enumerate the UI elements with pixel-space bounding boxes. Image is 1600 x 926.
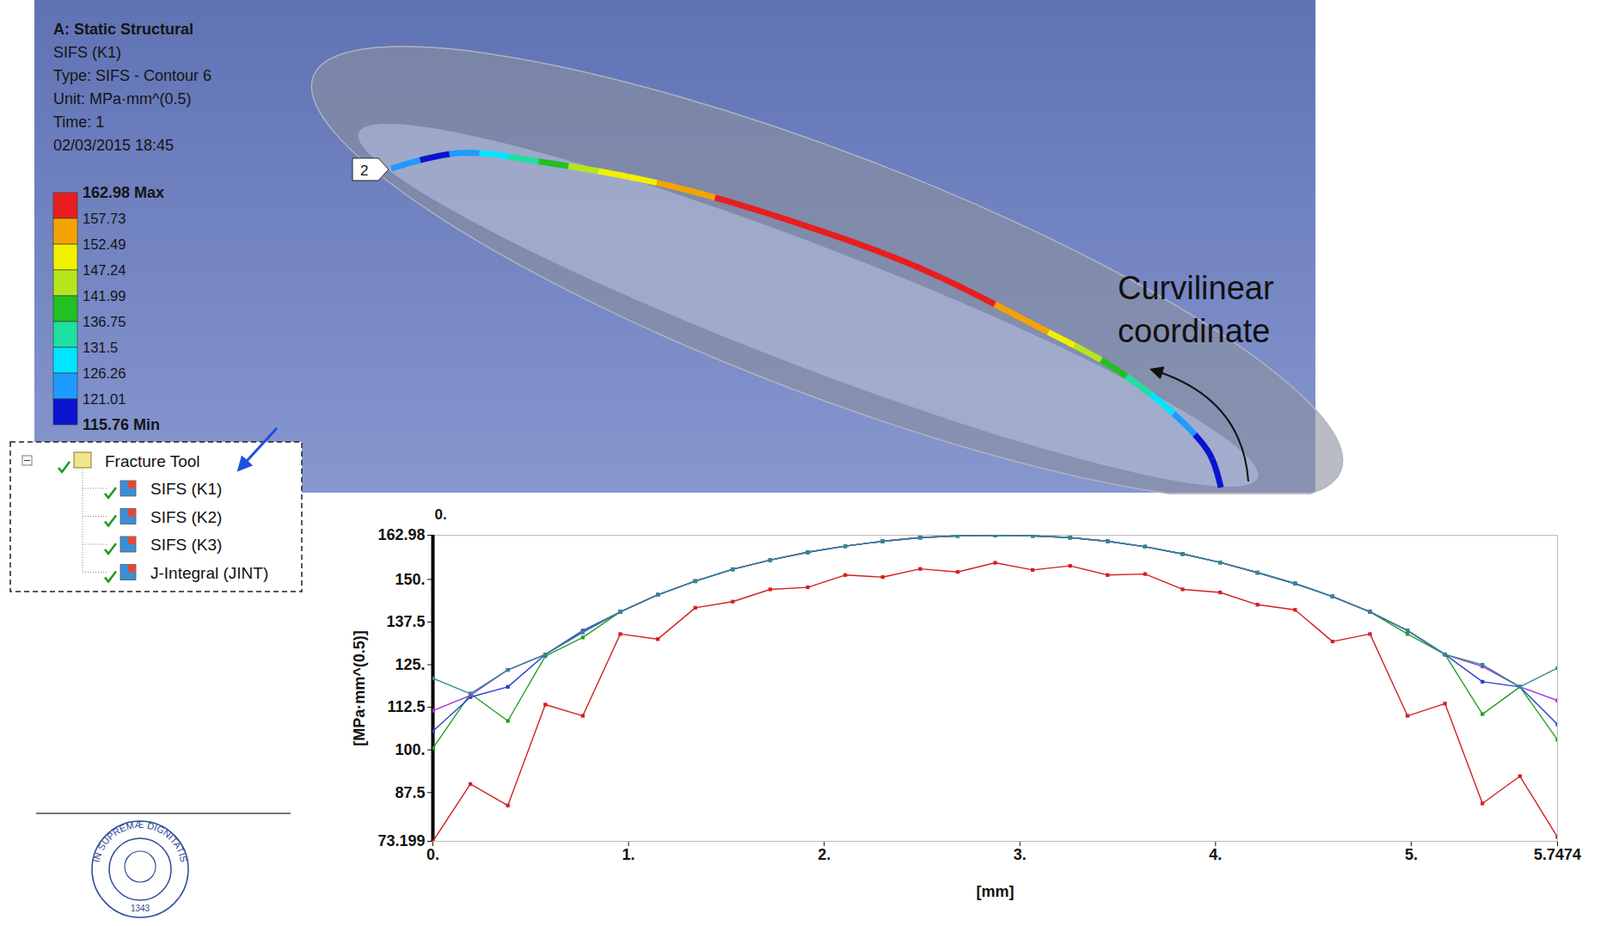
svg-text:02/03/2015 18:45: 02/03/2015 18:45 [53,136,174,154]
svg-text:5.: 5. [1404,845,1418,864]
svg-text:SIFS (K2): SIFS (K2) [150,508,222,527]
svg-text:131.5: 131.5 [82,339,118,356]
svg-text:2.: 2. [817,845,831,864]
svg-text:SIFS (K3): SIFS (K3) [150,535,222,554]
svg-text:Fracture Tool: Fracture Tool [104,452,201,471]
svg-text:[mm]: [mm] [976,882,1015,901]
svg-text:162.98: 162.98 [377,526,425,544]
svg-text:152.49: 152.49 [82,236,126,252]
svg-text:73.199: 73.199 [377,832,425,850]
svg-text:0.: 0. [435,506,448,523]
svg-text:141.99: 141.99 [82,288,126,304]
svg-text:5.7474: 5.7474 [1533,845,1582,864]
svg-text:147.24: 147.24 [82,262,126,278]
svg-text:A: Static Structural: A: Static Structural [53,20,194,38]
svg-text:Unit: MPa·mm^(0.5): Unit: MPa·mm^(0.5) [53,90,191,108]
svg-text:2: 2 [360,162,368,179]
svg-text:4.: 4. [1208,845,1222,864]
svg-text:1343: 1343 [130,903,151,914]
svg-text:157.73: 157.73 [82,210,126,227]
svg-text:112.5: 112.5 [386,698,425,716]
svg-text:0.: 0. [426,845,440,864]
svg-text:87.5: 87.5 [394,784,425,802]
svg-text:137.5: 137.5 [386,613,425,631]
svg-text:Curvilinear: Curvilinear [1117,269,1275,307]
svg-text:150.: 150. [394,570,425,589]
svg-text:125.: 125. [394,655,425,674]
svg-text:IN SUPREMÆ DIGNITATIS: IN SUPREMÆ DIGNITATIS [91,819,191,864]
svg-text:[MPa·mm^(0.5)]: [MPa·mm^(0.5)] [350,630,368,747]
svg-text:3.: 3. [1013,845,1027,864]
svg-text:coordinate: coordinate [1117,312,1270,350]
svg-text:126.26: 126.26 [82,365,126,381]
svg-text:J-Integral (JINT): J-Integral (JINT) [150,563,269,583]
svg-text:SIFS (K1): SIFS (K1) [150,479,222,498]
svg-text:136.75: 136.75 [82,313,126,330]
svg-text:115.76 Min: 115.76 Min [82,416,160,434]
svg-text:162.98 Max: 162.98 Max [82,183,165,202]
svg-text:Type: SIFS - Contour 6: Type: SIFS - Contour 6 [53,67,212,85]
svg-text:1.: 1. [622,845,636,864]
svg-text:100.: 100. [394,741,425,759]
svg-text:Time: 1: Time: 1 [53,113,105,131]
svg-text:SIFS (K1): SIFS (K1) [53,43,122,62]
svg-text:121.01: 121.01 [82,391,126,407]
